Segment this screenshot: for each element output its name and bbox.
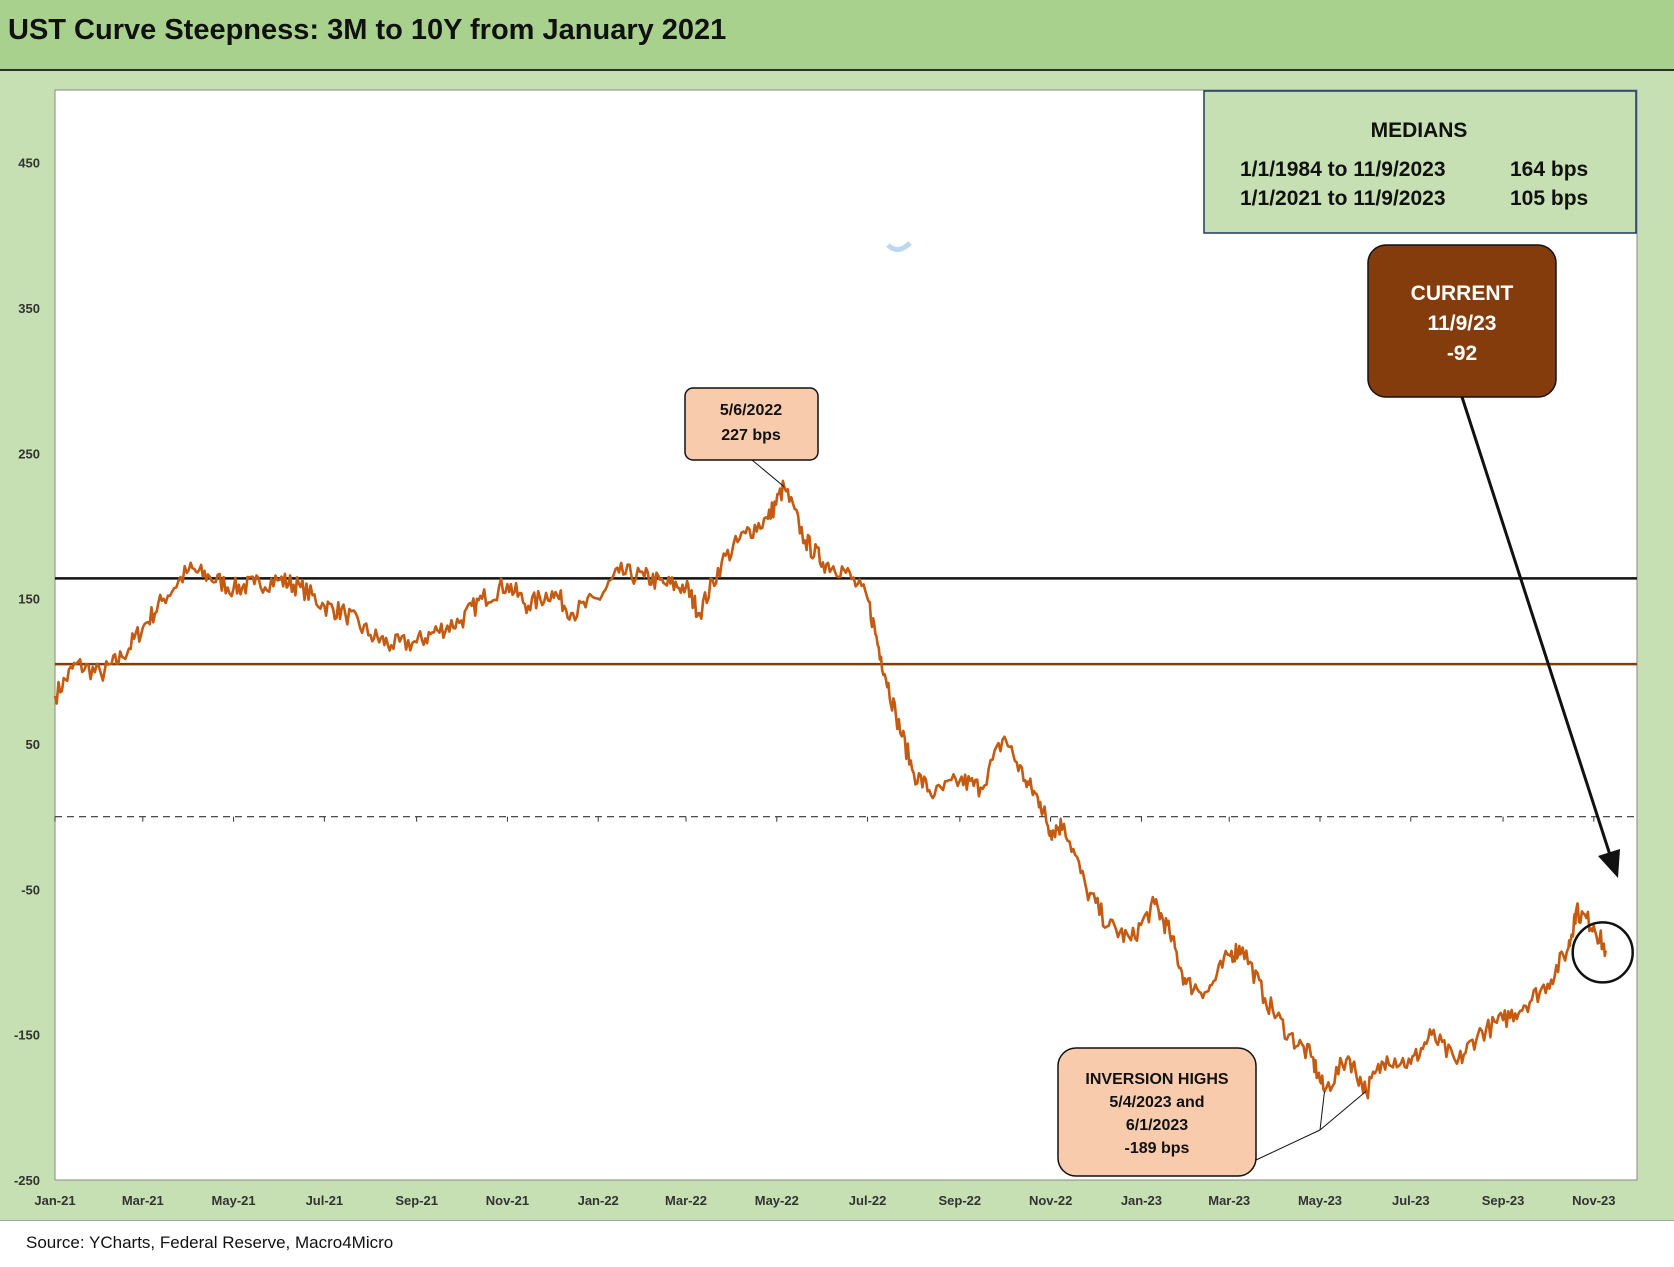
medians-row-1-value: 164 bps [1510, 158, 1588, 181]
inversion-leader-line-b [1319, 1090, 1367, 1131]
y-tick-label: 50 [26, 737, 40, 752]
chart-title: UST Curve Steepness: 3M to 10Y from Janu… [8, 14, 727, 46]
x-axis: Jan-21 Mar-21 May-21 Jul-21 Sep-21 Nov-21 Jan-… [34, 1193, 1615, 1208]
x-tick-label: May-23 [1298, 1193, 1342, 1208]
peak-value: 227 bps [721, 427, 781, 444]
inversion-date-1: 5/4/2023 and [1109, 1094, 1204, 1111]
x-tick-label: Jan-23 [1121, 1193, 1162, 1208]
current-date: 11/9/23 [1428, 312, 1497, 335]
current-label: CURRENT [1411, 282, 1514, 305]
x-tick-label: Jul-21 [306, 1193, 344, 1208]
current-value: -92 [1447, 342, 1477, 365]
peak-leader-line [751, 459, 785, 488]
y-axis: 450 350 250 150 50 -50 -150 -250 [14, 156, 40, 1188]
y-tick-label: 150 [18, 592, 40, 607]
inversion-title: INVERSION HIGHS [1085, 1071, 1228, 1088]
title-band: UST Curve Steepness: 3M to 10Y from Janu… [0, 0, 1674, 71]
medians-heading: MEDIANS [1371, 119, 1468, 142]
x-tick-label: Jul-23 [1392, 1193, 1430, 1208]
inversion-callout: INVERSION HIGHS 5/4/2023 and 6/1/2023 -1… [1057, 1047, 1367, 1177]
inversion-leader-line [1255, 1129, 1321, 1161]
y-tick-label: -250 [14, 1173, 40, 1188]
x-tick-label: Jan-22 [578, 1193, 619, 1208]
x-tick-label: Sep-23 [1482, 1193, 1525, 1208]
x-tick-label: Sep-22 [939, 1193, 982, 1208]
chart-svg: 450 350 250 150 50 -50 -150 -250 Jan-21 Mar-21 Ma… [14, 89, 1638, 1208]
source-band: Source: YCharts, Federal Reserve, Macro4… [0, 1220, 1674, 1267]
x-tick-label: Mar-22 [665, 1193, 707, 1208]
peak-callout: 5/6/2022 227 bps [684, 387, 819, 488]
reference-lines [54, 577, 1637, 822]
x-tick-label: Nov-22 [1029, 1193, 1072, 1208]
x-tick-label: Mar-21 [122, 1193, 164, 1208]
current-point-circle [1571, 921, 1634, 984]
y-tick-label: 450 [18, 156, 40, 171]
x-tick-label: Jul-22 [849, 1193, 887, 1208]
artifact-mark [886, 241, 912, 252]
y-tick-label: -150 [14, 1028, 40, 1043]
x-tick-label: Sep-21 [395, 1193, 438, 1208]
inversion-date-2: 6/1/2023 [1126, 1117, 1188, 1134]
x-tick-label: Mar-23 [1208, 1193, 1250, 1208]
x-tick-label: Nov-23 [1572, 1193, 1615, 1208]
peak-date: 5/6/2022 [720, 402, 782, 419]
medians-row-2-value: 105 bps [1510, 187, 1588, 210]
medians-row-1-range: 1/1/1984 to 11/9/2023 [1240, 158, 1446, 181]
y-tick-label: -50 [21, 882, 40, 897]
inversion-leader-line-a [1319, 1091, 1325, 1131]
medians-box: MEDIANS 1/1/1984 to 11/9/2023 164 bps 1/… [1203, 90, 1637, 234]
x-tick-label: May-22 [755, 1193, 799, 1208]
medians-row-2-range: 1/1/2021 to 11/9/2023 [1240, 187, 1446, 210]
current-arrow [1460, 396, 1620, 878]
series-layer [53, 479, 1607, 1100]
y-tick-label: 250 [18, 446, 40, 461]
inversion-value: -189 bps [1125, 1140, 1190, 1157]
source-note: Source: YCharts, Federal Reserve, Macro4… [26, 1233, 394, 1252]
series-line [53, 479, 1607, 1100]
x-tick-label: Jan-21 [34, 1193, 75, 1208]
x-tick-label: May-21 [212, 1193, 256, 1208]
y-tick-label: 350 [18, 301, 40, 316]
x-tick-label: Nov-21 [486, 1193, 529, 1208]
current-callout: CURRENT 11/9/23 -92 [1367, 244, 1557, 398]
